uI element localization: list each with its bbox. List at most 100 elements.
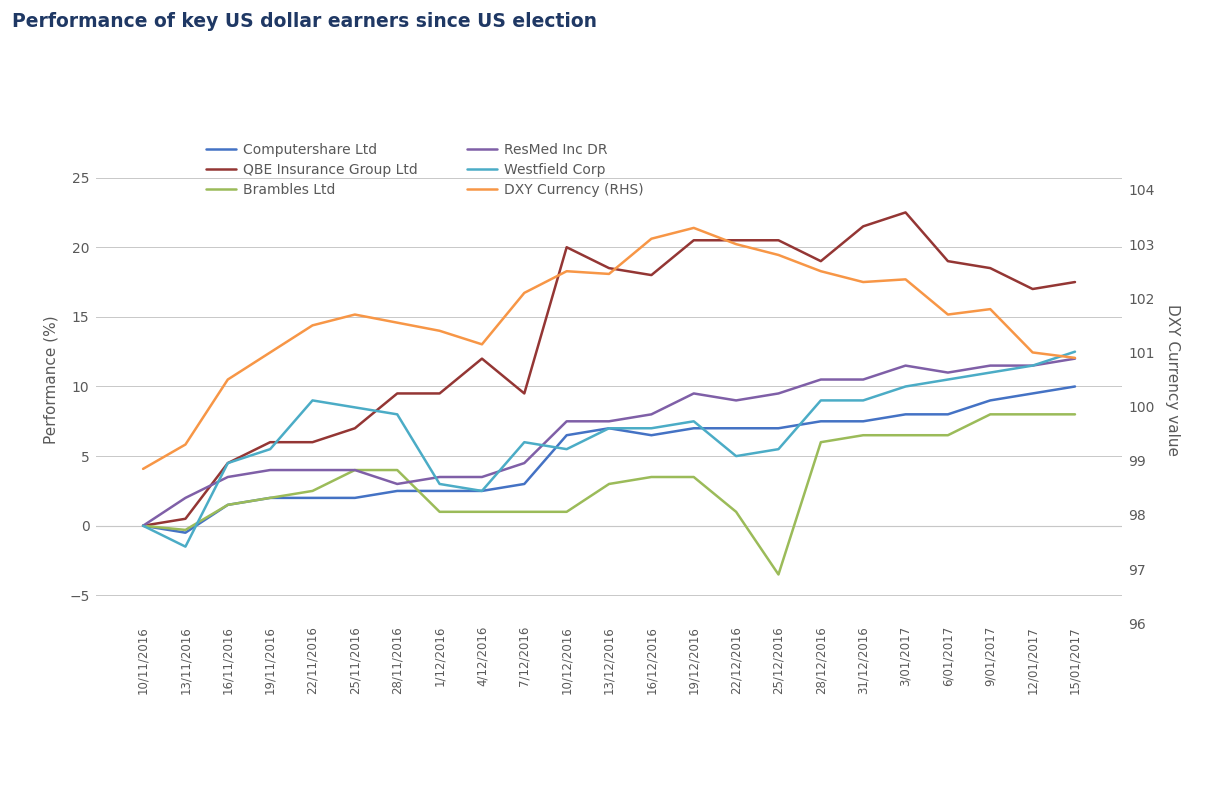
Westfield Corp	[517, 437, 532, 447]
ResMed Inc DR	[178, 493, 193, 503]
QBE Insurance Group Ltd	[178, 514, 193, 523]
DXY Currency (RHS)	[602, 269, 616, 279]
ResMed Inc DR	[136, 521, 151, 531]
Brambles Ltd	[560, 507, 574, 517]
QBE Insurance Group Ltd	[602, 264, 616, 273]
Westfield Corp	[475, 486, 490, 495]
Brambles Ltd	[1025, 410, 1040, 419]
Computershare Ltd	[263, 493, 277, 503]
ResMed Inc DR	[602, 416, 616, 426]
ResMed Inc DR	[941, 368, 955, 377]
QBE Insurance Group Ltd	[390, 388, 404, 398]
Brambles Ltd	[475, 507, 490, 517]
ResMed Inc DR	[644, 410, 658, 419]
Line: ResMed Inc DR: ResMed Inc DR	[144, 359, 1075, 526]
DXY Currency (RHS)	[1067, 353, 1082, 363]
Westfield Corp	[433, 479, 447, 489]
Computershare Ltd	[602, 423, 616, 433]
Brambles Ltd	[1067, 410, 1082, 419]
Westfield Corp	[1067, 347, 1082, 356]
DXY Currency (RHS)	[856, 277, 871, 287]
QBE Insurance Group Ltd	[263, 437, 277, 447]
DXY Currency (RHS)	[644, 234, 658, 244]
Computershare Ltd	[983, 396, 997, 405]
Computershare Ltd	[475, 486, 490, 495]
ResMed Inc DR	[263, 465, 277, 475]
Computershare Ltd	[686, 423, 701, 433]
DXY Currency (RHS)	[560, 266, 574, 276]
ResMed Inc DR	[1025, 361, 1040, 371]
DXY Currency (RHS)	[390, 318, 404, 328]
Computershare Ltd	[1025, 388, 1040, 398]
Line: Brambles Ltd: Brambles Ltd	[144, 415, 1075, 574]
Computershare Ltd	[941, 410, 955, 419]
Brambles Ltd	[771, 570, 785, 579]
Brambles Ltd	[728, 507, 743, 517]
Brambles Ltd	[898, 431, 913, 440]
Computershare Ltd	[305, 493, 320, 503]
QBE Insurance Group Ltd	[728, 236, 743, 245]
QBE Insurance Group Ltd	[686, 236, 701, 245]
Line: DXY Currency (RHS): DXY Currency (RHS)	[144, 228, 1075, 469]
QBE Insurance Group Ltd	[136, 521, 151, 531]
Brambles Ltd	[686, 472, 701, 482]
DXY Currency (RHS)	[686, 223, 701, 233]
Westfield Corp	[390, 410, 404, 419]
Brambles Ltd	[983, 410, 997, 419]
ResMed Inc DR	[517, 459, 532, 468]
DXY Currency (RHS)	[728, 240, 743, 249]
Computershare Ltd	[728, 423, 743, 433]
Westfield Corp	[136, 521, 151, 531]
Westfield Corp	[178, 542, 193, 551]
Westfield Corp	[898, 382, 913, 392]
ResMed Inc DR	[898, 361, 913, 371]
DXY Currency (RHS)	[178, 439, 193, 449]
QBE Insurance Group Ltd	[517, 388, 532, 398]
ResMed Inc DR	[347, 465, 362, 475]
Westfield Corp	[221, 459, 235, 468]
ResMed Inc DR	[856, 375, 871, 384]
Computershare Ltd	[560, 431, 574, 440]
DXY Currency (RHS)	[983, 304, 997, 314]
QBE Insurance Group Ltd	[644, 270, 658, 280]
Computershare Ltd	[517, 479, 532, 489]
Brambles Ltd	[390, 465, 404, 475]
Computershare Ltd	[347, 493, 362, 503]
Westfield Corp	[263, 444, 277, 454]
QBE Insurance Group Ltd	[1067, 277, 1082, 287]
DXY Currency (RHS)	[517, 288, 532, 298]
ResMed Inc DR	[433, 472, 447, 482]
Brambles Ltd	[602, 479, 616, 489]
DXY Currency (RHS)	[305, 320, 320, 330]
Westfield Corp	[814, 396, 829, 405]
QBE Insurance Group Ltd	[1025, 284, 1040, 294]
Brambles Ltd	[941, 431, 955, 440]
QBE Insurance Group Ltd	[560, 242, 574, 252]
Computershare Ltd	[1067, 382, 1082, 392]
Westfield Corp	[983, 368, 997, 377]
QBE Insurance Group Ltd	[221, 459, 235, 468]
DXY Currency (RHS)	[771, 250, 785, 260]
Brambles Ltd	[305, 486, 320, 495]
QBE Insurance Group Ltd	[305, 437, 320, 447]
Brambles Ltd	[517, 507, 532, 517]
Westfield Corp	[1025, 361, 1040, 371]
Brambles Ltd	[136, 521, 151, 531]
QBE Insurance Group Ltd	[347, 423, 362, 433]
Legend: Computershare Ltd, QBE Insurance Group Ltd, Brambles Ltd, ResMed Inc DR, Westfie: Computershare Ltd, QBE Insurance Group L…	[206, 143, 644, 197]
ResMed Inc DR	[814, 375, 829, 384]
QBE Insurance Group Ltd	[983, 264, 997, 273]
Brambles Ltd	[644, 472, 658, 482]
Brambles Ltd	[178, 525, 193, 535]
Computershare Ltd	[221, 500, 235, 510]
ResMed Inc DR	[771, 388, 785, 398]
QBE Insurance Group Ltd	[856, 221, 871, 231]
ResMed Inc DR	[305, 465, 320, 475]
DXY Currency (RHS)	[941, 310, 955, 320]
DXY Currency (RHS)	[347, 310, 362, 320]
Line: Computershare Ltd: Computershare Ltd	[144, 387, 1075, 533]
Westfield Corp	[560, 444, 574, 454]
Computershare Ltd	[433, 486, 447, 495]
ResMed Inc DR	[1067, 354, 1082, 364]
Brambles Ltd	[221, 500, 235, 510]
